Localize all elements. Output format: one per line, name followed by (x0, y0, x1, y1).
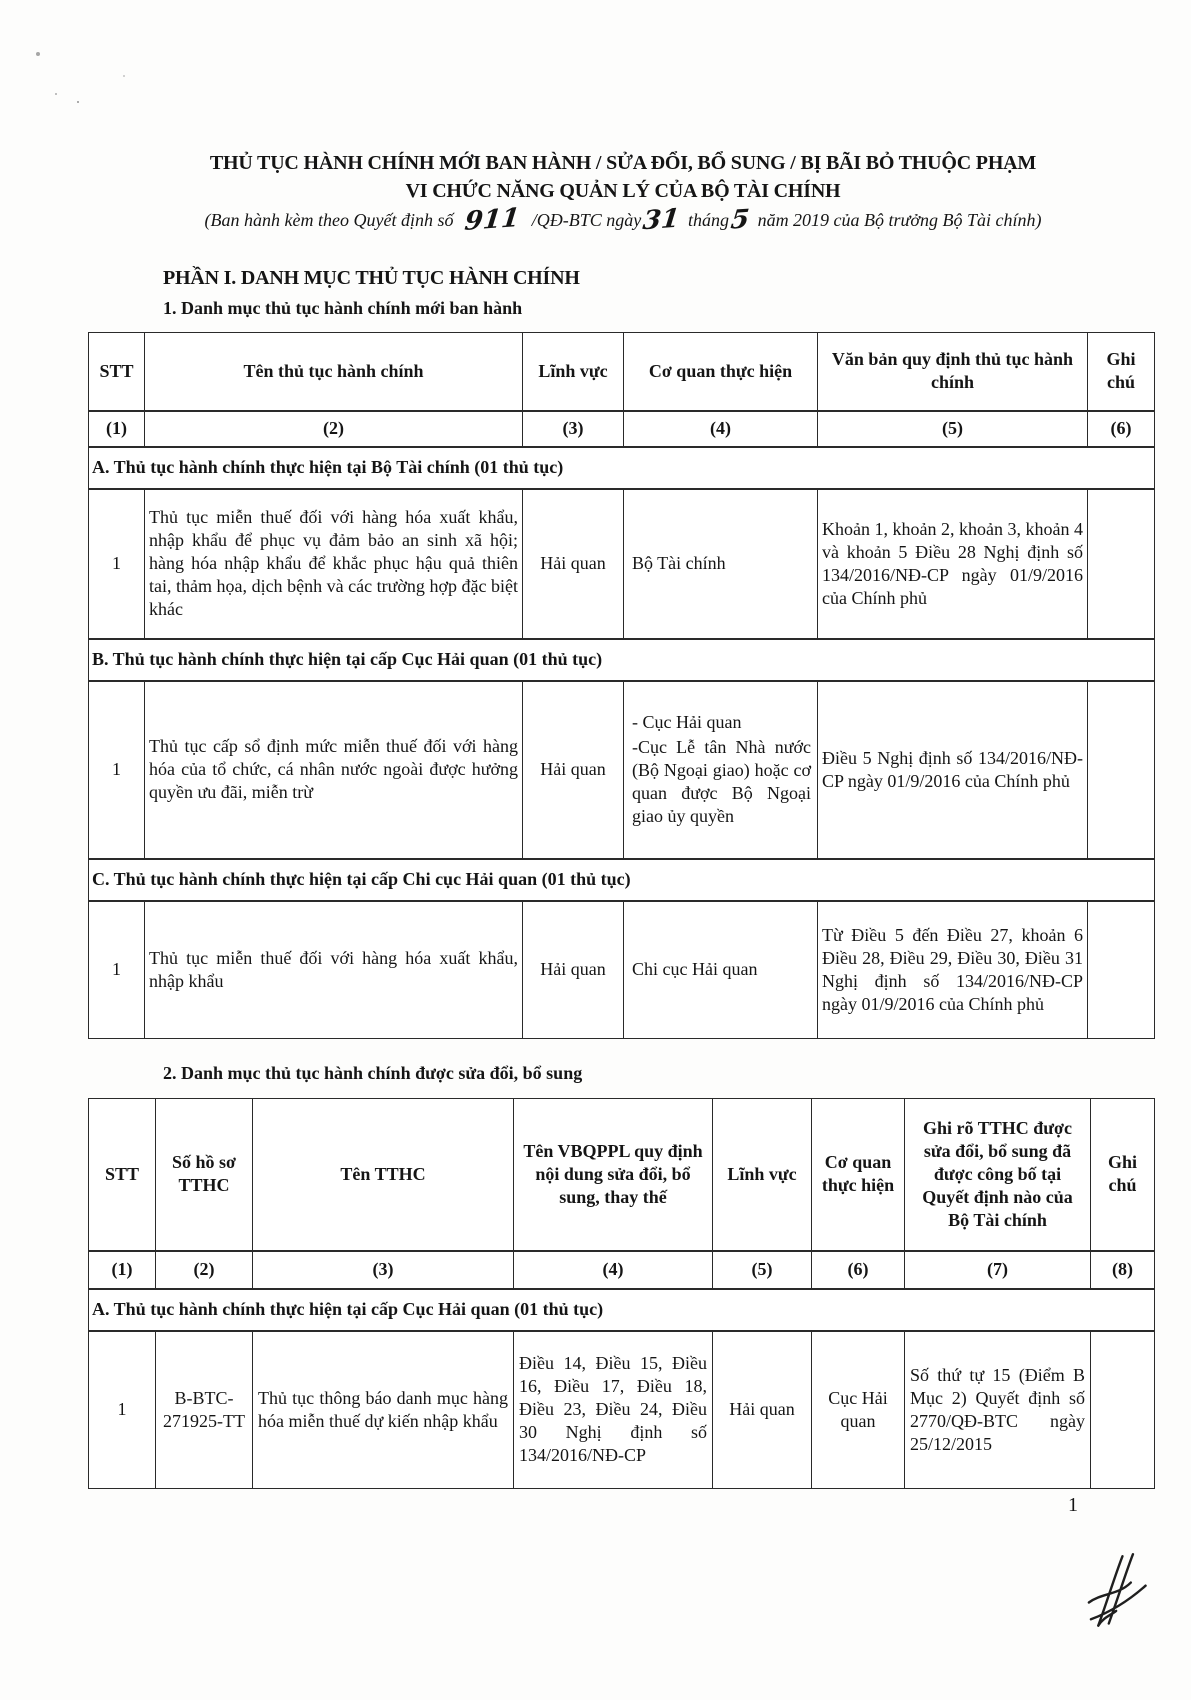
cell-field: Hải quan (522, 900, 624, 1040)
table1-section-a-row: A. Thủ tục hành chính thực hiện tại Bộ T… (88, 445, 1155, 490)
cell-agency: - Cục Hải quan -Cục Lễ tân Nhà nước (Bộ … (623, 680, 818, 860)
table2-section-a-row: A. Thủ tục hành chính thực hiện tại cấp … (88, 1287, 1155, 1332)
cell-legal-document: Khoản 1, khoản 2, khoản 3, khoản 4 và kh… (817, 488, 1088, 640)
table1-col-ghichu: Ghi chú (1087, 332, 1155, 412)
col-number: (2) (144, 410, 523, 448)
table2-col-ten: Tên TTHC (252, 1098, 514, 1252)
col-number: (5) (817, 410, 1088, 448)
scan-specks (36, 52, 40, 56)
col-number: (4) (623, 410, 818, 448)
section-c-label: C. Thủ tục hành chính thực hiện tại cấp … (88, 857, 1155, 902)
agency-line-1: - Cục Hải quan (632, 712, 742, 733)
table1-col-stt: STT (88, 332, 145, 412)
agency-line-2: -Cục Lễ tân Nhà nước (Bộ Ngoại giao) hoặ… (632, 737, 811, 827)
cell-agency: Chi cục Hải quan (623, 900, 818, 1040)
cell-published-decision: Số thứ tự 15 (Điểm B Mục 2) Quyết định s… (904, 1330, 1091, 1490)
cell-stt: 1 (88, 488, 145, 640)
cell-legal-document: Điều 5 Nghị định số 134/2016/NĐ-CP ngày … (817, 680, 1088, 860)
col-number: (8) (1090, 1250, 1155, 1290)
cell-note (1087, 488, 1155, 640)
cell-agency: Cục Hải quan (811, 1330, 905, 1490)
table1-col-ten: Tên thủ tục hành chính (144, 332, 523, 412)
cell-field: Hải quan (522, 680, 624, 860)
cell-procedure-name: Thủ tục miễn thuế đối với hàng hóa xuất … (144, 900, 523, 1040)
col-number: (1) (88, 1250, 156, 1290)
table1-number-row: (1) (2) (3) (4) (5) (6) (88, 410, 1155, 448)
cell-note (1087, 680, 1155, 860)
col-number: (4) (513, 1250, 713, 1290)
table2-col-ghiro: Ghi rõ TTHC được sửa đổi, bổ sung đã đượ… (904, 1098, 1091, 1252)
document-content: THỦ TỤC HÀNH CHÍNH MỚI BAN HÀNH / SỬA ĐỔ… (88, 0, 1158, 1490)
section1-heading: 1. Danh mục thủ tục hành chính mới ban h… (163, 298, 523, 319)
cell-field: Hải quan (712, 1330, 812, 1490)
table2-header-row: STT Số hồ sơ TTHC Tên TTHC Tên VBQPPL qu… (88, 1098, 1155, 1252)
part1-heading: PHẦN I. DANH MỤC THỦ TỤC HÀNH CHÍNH (163, 267, 580, 290)
cell-field: Hải quan (522, 488, 624, 640)
document-title: THỦ TỤC HÀNH CHÍNH MỚI BAN HÀNH / SỬA ĐỔ… (88, 150, 1158, 205)
cell-note (1090, 1330, 1155, 1490)
table1-col-coquan: Cơ quan thực hiện (623, 332, 818, 412)
table1-col-linhvuc: Lĩnh vực (522, 332, 624, 412)
col-number: (3) (522, 410, 624, 448)
table1-header-row: STT Tên thủ tục hành chính Lĩnh vực Cơ q… (88, 332, 1155, 412)
subtitle-prefix: (Ban hành kèm theo Quyết định số (204, 210, 454, 231)
table-row: 1 B-BTC-271925-TT Thủ tục thông báo danh… (88, 1330, 1155, 1490)
signature-mark (1087, 1552, 1147, 1627)
table2-col-ghichu: Ghi chú (1090, 1098, 1155, 1252)
table2-number-row: (1) (2) (3) (4) (5) (6) (7) (8) (88, 1250, 1155, 1290)
col-number: (2) (155, 1250, 253, 1290)
cell-stt: 1 (88, 900, 145, 1040)
section-a-label: A. Thủ tục hành chính thực hiện tại cấp … (88, 1287, 1155, 1332)
title-line-1: THỦ TỤC HÀNH CHÍNH MỚI BAN HÀNH / SỬA ĐỔ… (209, 152, 1037, 174)
section-a-label: A. Thủ tục hành chính thực hiện tại Bộ T… (88, 445, 1155, 490)
table-row: 1 Thủ tục cấp sổ định mức miễn thuế đối … (88, 680, 1155, 860)
cell-procedure-name: Thủ tục miễn thuế đối với hàng hóa xuất … (144, 488, 523, 640)
title-line-2: VI CHỨC NĂNG QUẢN LÝ CỦA BỘ TÀI CHÍNH (405, 179, 841, 202)
cell-stt: 1 (88, 680, 145, 860)
cell-procedure-name: Thủ tục thông báo danh mục hàng hóa miễn… (252, 1330, 514, 1490)
cell-legal-document: Từ Điều 5 đến Điều 27, khoản 6 Điều 28, … (817, 900, 1088, 1040)
cell-dossier-number: B-BTC-271925-TT (155, 1330, 253, 1490)
col-number: (1) (88, 410, 145, 448)
col-number: (6) (1087, 410, 1155, 448)
col-number: (6) (811, 1250, 905, 1290)
subtitle-suffix: năm 2019 của Bộ trưởng Bộ Tài chính) (757, 210, 1042, 231)
col-number: (7) (904, 1250, 1091, 1290)
page-number: 1 (1068, 1494, 1078, 1516)
handwritten-month: 5 (729, 204, 751, 236)
table-amended-procedures: STT Số hồ sơ TTHC Tên TTHC Tên VBQPPL qu… (88, 1098, 1155, 1490)
table2-col-vbqppl: Tên VBQPPL quy định nội dung sửa đổi, bổ… (513, 1098, 713, 1252)
col-number: (5) (712, 1250, 812, 1290)
subtitle-mid2: tháng (687, 210, 729, 231)
section-b-label: B. Thủ tục hành chính thực hiện tại cấp … (88, 637, 1155, 682)
cell-procedure-name: Thủ tục cấp sổ định mức miễn thuế đối vớ… (144, 680, 523, 860)
table2-col-coquan: Cơ quan thực hiện (811, 1098, 905, 1252)
table1-col-vanban: Văn bản quy định thủ tục hành chính (817, 332, 1088, 412)
cell-stt: 1 (88, 1330, 156, 1490)
table-row: 1 Thủ tục miễn thuế đối với hàng hóa xuấ… (88, 900, 1155, 1040)
section2-heading: 2. Danh mục thủ tục hành chính được sửa … (163, 1063, 583, 1084)
cell-agency: Bộ Tài chính (623, 488, 818, 640)
table2-col-linhvuc: Lĩnh vực (712, 1098, 812, 1252)
handwritten-day: 31 (641, 203, 682, 237)
handwritten-decision-number: 911 (463, 203, 522, 238)
table1-section-c-row: C. Thủ tục hành chính thực hiện tại cấp … (88, 857, 1155, 902)
table2-col-sohoso: Số hồ sơ TTHC (155, 1098, 253, 1252)
cell-note (1087, 900, 1155, 1040)
table1-section-b-row: B. Thủ tục hành chính thực hiện tại cấp … (88, 637, 1155, 682)
col-number: (3) (252, 1250, 514, 1290)
table-row: 1 Thủ tục miễn thuế đối với hàng hóa xuấ… (88, 488, 1155, 640)
subtitle-mid1: /QĐ-BTC ngày (531, 210, 642, 231)
document-subtitle: (Ban hành kèm theo Quyết định số 911/QĐ-B… (88, 203, 1158, 238)
cell-vbqppl: Điều 14, Điều 15, Điều 16, Điều 17, Điều… (513, 1330, 713, 1490)
table2-col-stt: STT (88, 1098, 156, 1252)
table-new-procedures: STT Tên thủ tục hành chính Lĩnh vực Cơ q… (88, 332, 1155, 1040)
